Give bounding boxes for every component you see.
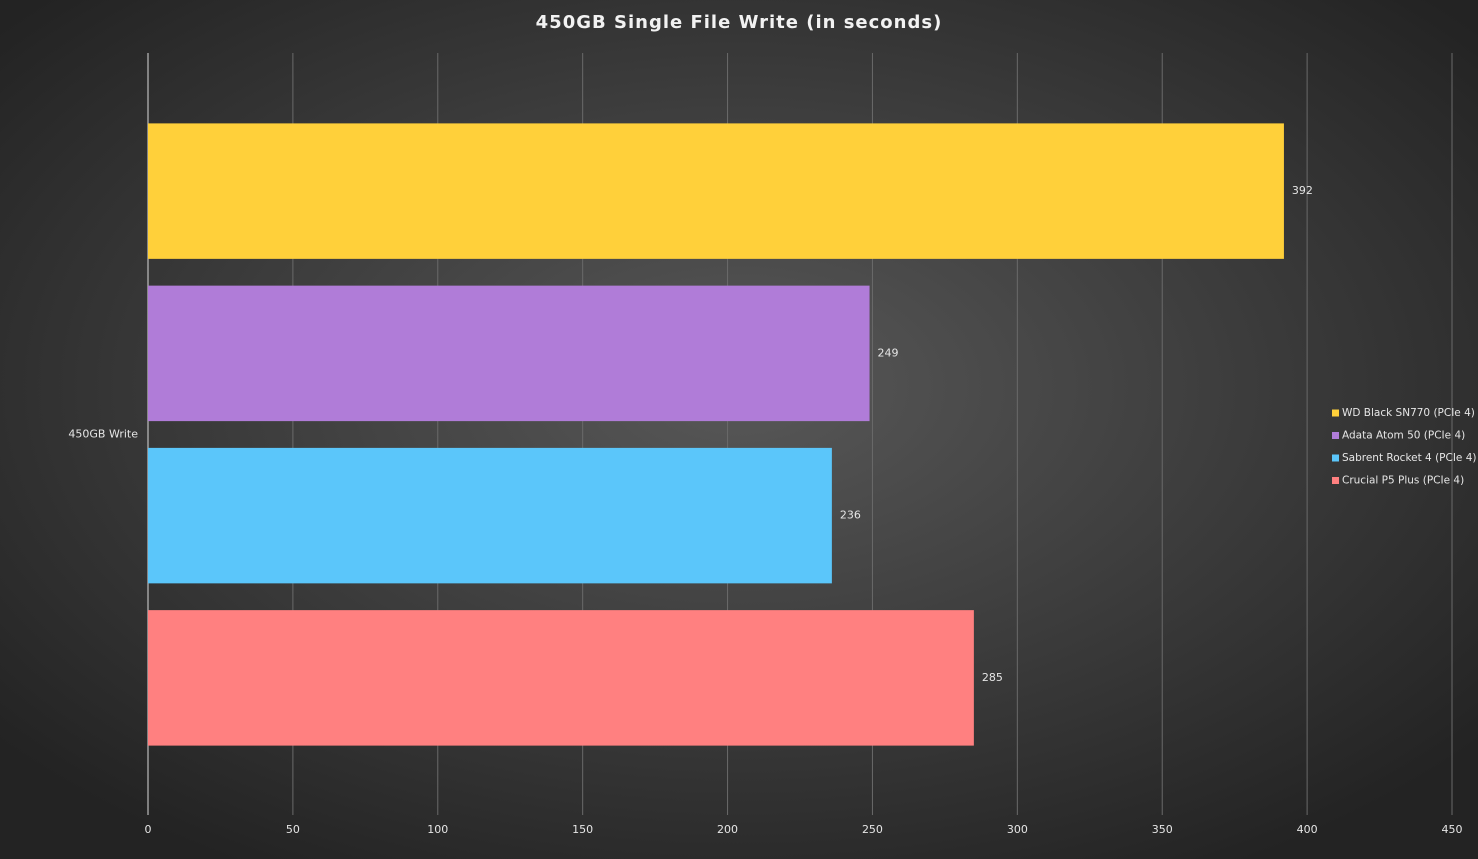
legend-swatch: [1332, 409, 1339, 417]
bar: [148, 285, 870, 422]
chart-title: 450GB Single File Write (in seconds): [536, 12, 943, 33]
bar: [148, 123, 1284, 259]
legend-label: Adata Atom 50 (PCIe 4): [1342, 430, 1465, 442]
bar: [148, 610, 974, 746]
legend-swatch: [1332, 454, 1339, 462]
data-label: 236: [840, 509, 861, 522]
legend-swatch: [1332, 477, 1339, 484]
x-tick-label: 450: [1442, 823, 1463, 836]
x-tick-label: 350: [1152, 823, 1173, 836]
y-tick-label: 450GB Write: [68, 428, 138, 441]
x-tick-label: 400: [1297, 823, 1318, 836]
x-tick-label: 150: [572, 823, 593, 836]
data-label: 392: [1292, 184, 1313, 197]
data-label: 249: [878, 346, 899, 359]
x-tick-label: 200: [717, 823, 738, 836]
x-tick-label: 50: [286, 823, 300, 836]
x-tick-label: 100: [427, 823, 448, 836]
legend-label: Sabrent Rocket 4 (PCIe 4): [1342, 452, 1477, 464]
x-tick-label: 0: [145, 823, 152, 836]
bar: [148, 447, 832, 584]
legend-label: Crucial P5 Plus (PCIe 4): [1342, 475, 1464, 487]
legend-swatch: [1332, 432, 1339, 439]
data-label: 285: [982, 671, 1003, 684]
x-tick-label: 250: [862, 823, 883, 836]
legend-label: WD Black SN770 (PCIe 4): [1342, 407, 1475, 419]
x-tick-label: 300: [1007, 823, 1028, 836]
plot: [148, 123, 1284, 746]
